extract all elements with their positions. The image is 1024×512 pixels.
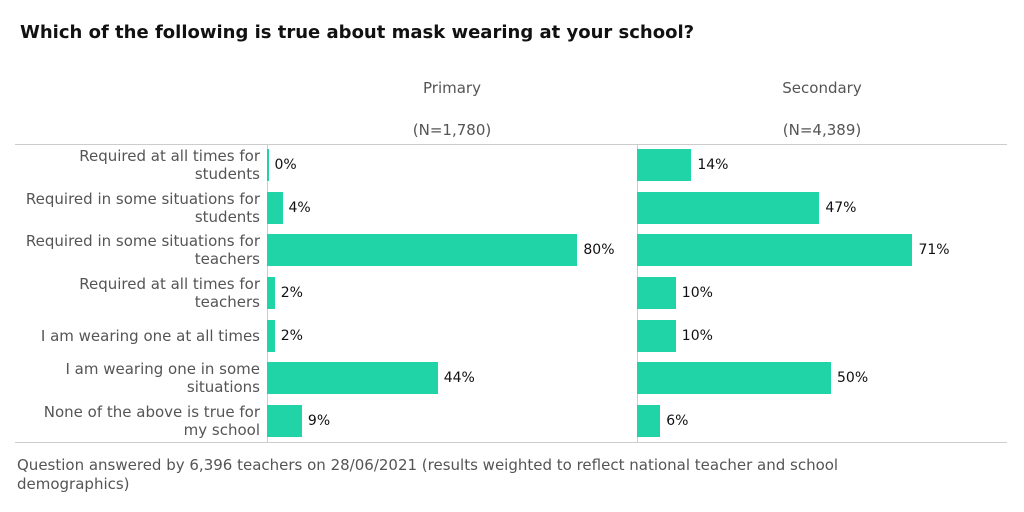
value-label: 14% — [697, 157, 729, 174]
value-label: 9% — [307, 412, 331, 429]
bar — [267, 234, 578, 267]
bottom-rule — [15, 442, 1007, 443]
value-label: 10% — [681, 285, 713, 301]
value-label: 0% — [274, 157, 297, 174]
value-label: 2% — [280, 327, 303, 344]
top-rule — [15, 144, 1007, 145]
value-label: 4% — [288, 199, 311, 216]
bar — [637, 362, 831, 395]
bar — [637, 149, 692, 182]
chart-title: Which of the following is true about mas… — [20, 22, 695, 43]
panel-header: Primary — [423, 79, 481, 97]
value-label: 80% — [583, 242, 615, 259]
bar — [637, 277, 676, 309]
category-label: Required at all times for teachers — [79, 275, 260, 311]
value-label: 71% — [918, 242, 950, 259]
bar — [267, 362, 438, 395]
panel-subtitle: (N=4,389) — [782, 121, 862, 139]
bar — [267, 404, 302, 437]
category-label: I am wearing one at all times — [40, 326, 260, 345]
category-label: None of the above is true for my school — [43, 402, 260, 439]
panel-header: Secondary — [782, 79, 862, 97]
category-label: Required at all times for students — [79, 147, 260, 184]
bar — [637, 319, 676, 352]
value-label: 10% — [681, 327, 713, 344]
value-label: 6% — [666, 412, 689, 429]
bar — [637, 191, 820, 224]
bar — [267, 149, 269, 182]
bar — [637, 234, 913, 267]
bar — [267, 319, 275, 352]
bar — [267, 277, 275, 309]
category-label: Required in some situations for students — [25, 189, 260, 226]
value-label: 2% — [280, 285, 303, 301]
value-label: 47% — [825, 199, 857, 216]
value-label: 44% — [443, 370, 475, 387]
bar — [637, 404, 661, 437]
bar — [267, 191, 283, 224]
category-label: Required in some situations for teachers — [25, 232, 260, 269]
value-label: 50% — [837, 370, 869, 387]
category-label: I am wearing one in some situations — [65, 360, 260, 397]
panel-subtitle: (N=1,780) — [412, 121, 492, 139]
footnote: Question answered by 6,396 teachers on 2… — [17, 456, 839, 493]
